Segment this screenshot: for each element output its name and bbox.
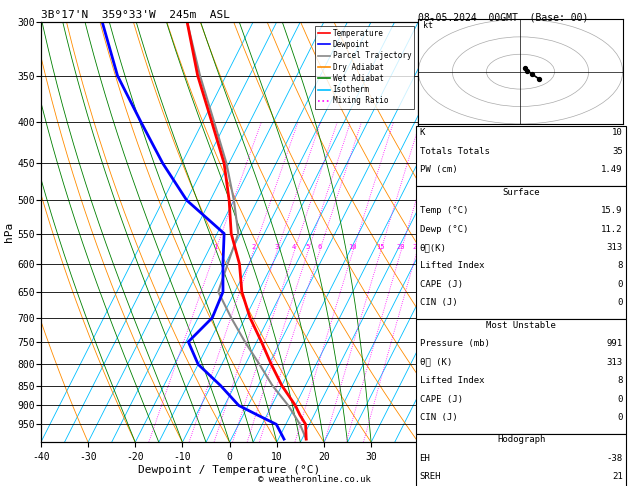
Text: 08.05.2024  00GMT  (Base: 00): 08.05.2024 00GMT (Base: 00) [418,12,589,22]
Text: 0: 0 [617,280,623,289]
Text: Lifted Index: Lifted Index [420,376,484,385]
Text: 21: 21 [612,472,623,482]
Text: 8: 8 [617,261,623,271]
Text: Temp (°C): Temp (°C) [420,206,468,215]
Text: 0: 0 [617,395,623,404]
Text: 313: 313 [606,358,623,367]
Text: CIN (J): CIN (J) [420,413,457,422]
Text: EH: EH [420,454,430,463]
Point [527,70,537,78]
Text: 1: 1 [213,244,217,250]
Text: Hodograph: Hodograph [497,435,545,445]
Text: CAPE (J): CAPE (J) [420,395,462,404]
Text: 6: 6 [317,244,321,250]
Text: 5: 5 [306,244,310,250]
Text: 0: 0 [617,413,623,422]
Text: Dewp (°C): Dewp (°C) [420,225,468,234]
Text: Totals Totals: Totals Totals [420,147,489,156]
Text: 10: 10 [612,128,623,138]
Text: Pressure (mb): Pressure (mb) [420,339,489,348]
Text: PW (cm): PW (cm) [420,165,457,174]
Text: 15.9: 15.9 [601,206,623,215]
Text: LCL: LCL [426,426,441,435]
Text: Lifted Index: Lifted Index [420,261,484,271]
Text: 3: 3 [275,244,279,250]
Text: CIN (J): CIN (J) [420,298,457,308]
Text: 10: 10 [348,244,357,250]
Text: Most Unstable: Most Unstable [486,321,556,330]
Text: 25: 25 [413,244,421,250]
Point [533,75,543,83]
Text: 11.2: 11.2 [601,225,623,234]
Text: 8: 8 [617,376,623,385]
Text: θᴇ (K): θᴇ (K) [420,358,452,367]
Text: 35: 35 [612,147,623,156]
Text: 4: 4 [292,244,296,250]
Text: SREH: SREH [420,472,441,482]
Text: Surface: Surface [503,188,540,197]
Text: kt: kt [423,20,433,30]
Text: CAPE (J): CAPE (J) [420,280,462,289]
Text: 313: 313 [606,243,623,252]
Text: Mixing Ratio (g/kg): Mixing Ratio (g/kg) [464,181,472,283]
Legend: Temperature, Dewpoint, Parcel Trajectory, Dry Adiabat, Wet Adiabat, Isotherm, Mi: Temperature, Dewpoint, Parcel Trajectory… [315,26,415,108]
Text: 991: 991 [606,339,623,348]
Point [520,64,530,72]
Text: 1.49: 1.49 [601,165,623,174]
Text: 15: 15 [376,244,385,250]
Text: θᴇ(K): θᴇ(K) [420,243,447,252]
Text: 3B°17'N  359°33'W  245m  ASL: 3B°17'N 359°33'W 245m ASL [41,10,230,20]
Text: 2: 2 [251,244,255,250]
Text: 0: 0 [617,298,623,308]
Point [522,67,532,74]
Text: 20: 20 [396,244,405,250]
Y-axis label: hPa: hPa [4,222,14,242]
Y-axis label: km
ASL: km ASL [445,221,462,243]
X-axis label: Dewpoint / Temperature (°C): Dewpoint / Temperature (°C) [138,465,321,475]
Text: -38: -38 [606,454,623,463]
Text: K: K [420,128,425,138]
Text: © weatheronline.co.uk: © weatheronline.co.uk [258,474,371,484]
